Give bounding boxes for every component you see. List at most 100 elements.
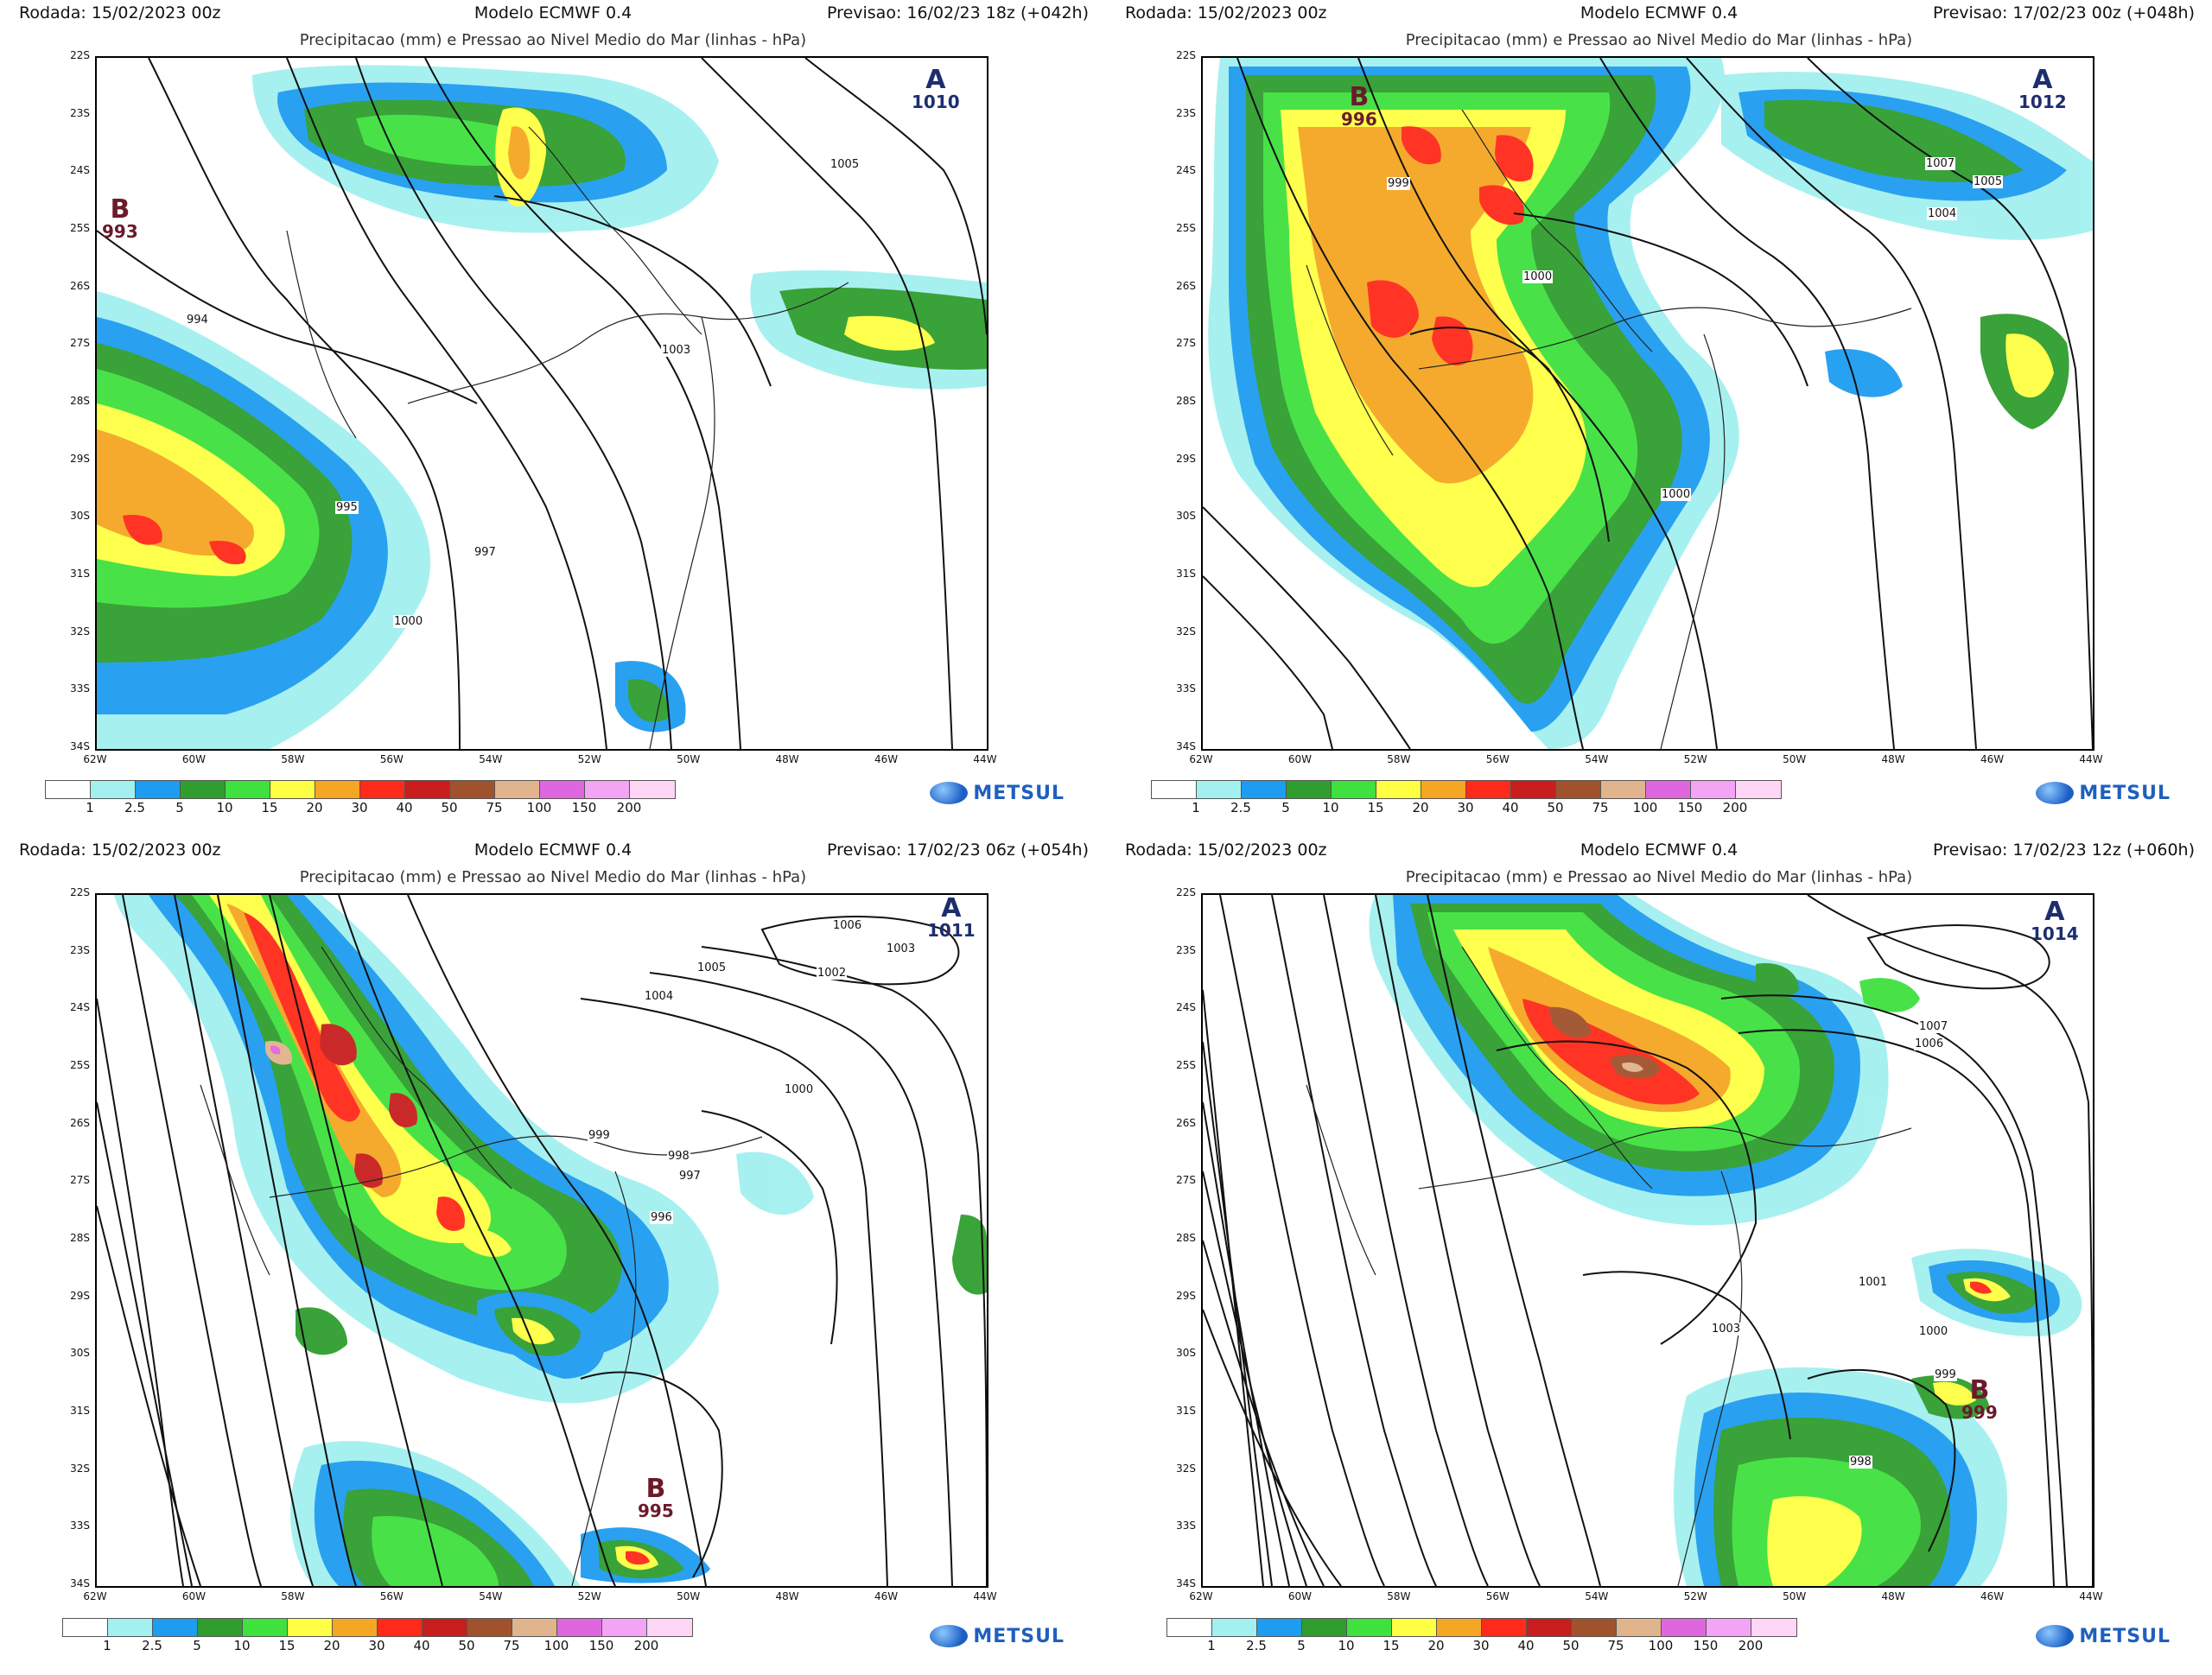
colorbar-label: 2.5: [1230, 800, 1251, 815]
colorbar-swatch: [315, 781, 360, 798]
colorbar-swatch: [405, 781, 450, 798]
isobar-label: 1005: [1973, 175, 2004, 188]
isobar-label: 997: [678, 1170, 702, 1183]
latitude-tick-label: 23S: [70, 106, 90, 119]
latitude-tick-label: 24S: [70, 164, 90, 177]
latitude-tick-label: 31S: [70, 1405, 90, 1417]
high-pressure-center: A 1012: [2018, 65, 2067, 112]
isobar-label: 1001: [1858, 1276, 1889, 1289]
latitude-tick-label: 28S: [70, 1232, 90, 1244]
colorbar-swatch: [1601, 781, 1646, 798]
colorbar-swatch: [1646, 781, 1691, 798]
globe-icon: [2036, 782, 2075, 804]
colorbar-label: 100: [1632, 800, 1658, 815]
latitude-tick-label: 30S: [70, 510, 90, 523]
longitude-tick-label: 46W: [1980, 753, 2005, 765]
latitude-tick-label: 27S: [1176, 337, 1196, 350]
low-pressure-center: B 996: [1341, 82, 1377, 130]
colorbar-label: 20: [306, 800, 323, 815]
latitude-tick-label: 24S: [1176, 1001, 1196, 1014]
isobar-label: 999: [1387, 177, 1410, 190]
borders: [1306, 109, 1912, 749]
model-label: Modelo ECMWF 0.4: [1580, 841, 1738, 860]
colorbar-swatch: [1556, 781, 1601, 798]
longitude-tick-label: 48W: [775, 1590, 799, 1602]
isobar-label: 1006: [1914, 1037, 1945, 1050]
colorbar-label: 75: [1592, 800, 1609, 815]
longitude-tick-label: 50W: [1783, 753, 1807, 765]
model-label: Modelo ECMWF 0.4: [1580, 3, 1738, 22]
colorbar-swatch: [467, 1619, 512, 1636]
longitude-tick-label: 58W: [281, 1590, 305, 1602]
longitude-tick-label: 52W: [1683, 753, 1707, 765]
latitude-tick-label: 24S: [70, 1001, 90, 1014]
latitude-tick-label: 26S: [1176, 279, 1196, 292]
latitude-tick-label: 26S: [70, 1116, 90, 1129]
isobar-label: 1005: [696, 961, 728, 974]
latitude-tick-label: 34S: [1176, 740, 1196, 752]
isobar-label: 1004: [1927, 207, 1958, 220]
latitude-tick-label: 28S: [70, 395, 90, 407]
latitude-tick-label: 28S: [1176, 395, 1196, 407]
colorbar-swatch: [1167, 1619, 1212, 1636]
longitude-tick-label: 62W: [1189, 1590, 1213, 1602]
latitude-tick-label: 23S: [1176, 943, 1196, 956]
isobar-label: 998: [1849, 1456, 1872, 1469]
isobar-label: 1000: [784, 1083, 815, 1096]
precip-field: [114, 895, 987, 1586]
colorbar-label: 200: [1722, 800, 1748, 815]
longitude-tick-label: 54W: [479, 1590, 503, 1602]
run-label: Rodada: 15/02/2023 00z: [19, 3, 221, 22]
longitude-tick-label: 50W: [677, 1590, 701, 1602]
colorbar-label: 75: [503, 1638, 520, 1653]
isobar-label: 1000: [1918, 1325, 1949, 1338]
latitude-tick-label: 32S: [1176, 1462, 1196, 1475]
latitude-tick-label: 34S: [70, 740, 90, 752]
precipitation-map: [1201, 893, 2094, 1588]
colorbar-label: 50: [1562, 1638, 1580, 1653]
low-pressure-center: B 999: [1961, 1375, 1998, 1423]
isobar-label: 994: [186, 314, 209, 327]
forecast-label: Previsao: 17/02/23 00z (+048h): [1933, 3, 2195, 22]
colorbar-swatch: [423, 1619, 467, 1636]
run-label: Rodada: 15/02/2023 00z: [1125, 841, 1327, 860]
precip-colorbar: [1151, 780, 1782, 799]
colorbar-label: 15: [261, 800, 278, 815]
isobar-label: 998: [667, 1150, 690, 1163]
low-pressure-center: B 993: [102, 194, 138, 242]
colorbar-label: 30: [351, 800, 368, 815]
longitude-tick-label: 52W: [577, 753, 601, 765]
precipitation-map: [95, 56, 988, 751]
forecast-panel-1: Rodada: 15/02/2023 00z Modelo ECMWF 0.4 …: [0, 0, 1106, 837]
latitude-tick-label: 22S: [70, 49, 90, 61]
isobar-label: 1000: [393, 615, 424, 628]
longitude-tick-label: 60W: [1287, 1590, 1312, 1602]
latitude-tick-label: 34S: [1176, 1577, 1196, 1589]
forecast-panel-2: Rodada: 15/02/2023 00z Modelo ECMWF 0.4 …: [1106, 0, 2212, 837]
latitude-tick-label: 22S: [1176, 49, 1196, 61]
colorbar-swatch: [1437, 1619, 1482, 1636]
colorbar-label: 10: [1322, 800, 1339, 815]
colorbar-label: 100: [526, 800, 552, 815]
latitude-tick-label: 27S: [1176, 1174, 1196, 1187]
colorbar-label: 40: [1502, 800, 1519, 815]
latitude-tick-label: 27S: [70, 337, 90, 350]
precipitation-map: [1201, 56, 2094, 751]
isobars: [97, 58, 987, 749]
isobar-label: 1003: [661, 344, 692, 357]
colorbar-label: 5: [1297, 1638, 1306, 1653]
colorbar-swatch: [630, 781, 675, 798]
colorbar-swatch: [288, 1619, 333, 1636]
colorbar-swatch: [270, 781, 315, 798]
colorbar-swatch: [557, 1619, 602, 1636]
colorbar-label: 15: [278, 1638, 296, 1653]
colorbar-label: 150: [1677, 800, 1703, 815]
longitude-tick-label: 62W: [83, 753, 107, 765]
colorbar-label: 150: [1693, 1638, 1719, 1653]
longitude-tick-label: 60W: [1287, 753, 1312, 765]
borders: [286, 126, 849, 749]
colorbar-swatch: [1751, 1619, 1796, 1636]
colorbar-swatch: [1212, 1619, 1257, 1636]
isobar-label: 1002: [817, 967, 848, 980]
longitude-tick-label: 58W: [1387, 1590, 1411, 1602]
